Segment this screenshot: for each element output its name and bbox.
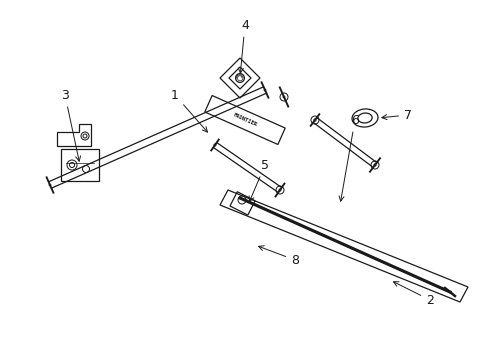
Text: 8: 8 [258,246,298,266]
Text: 5: 5 [249,158,268,202]
Text: FRONTIER: FRONTIER [232,112,257,127]
Text: 4: 4 [238,18,248,73]
Text: 3: 3 [61,89,81,161]
Bar [61,149,99,181]
Text: 2: 2 [393,282,433,306]
Text: 7: 7 [381,108,411,122]
Bar [204,95,285,144]
Text: 1: 1 [171,89,207,132]
Text: 6: 6 [338,113,358,201]
Bar [229,192,255,215]
